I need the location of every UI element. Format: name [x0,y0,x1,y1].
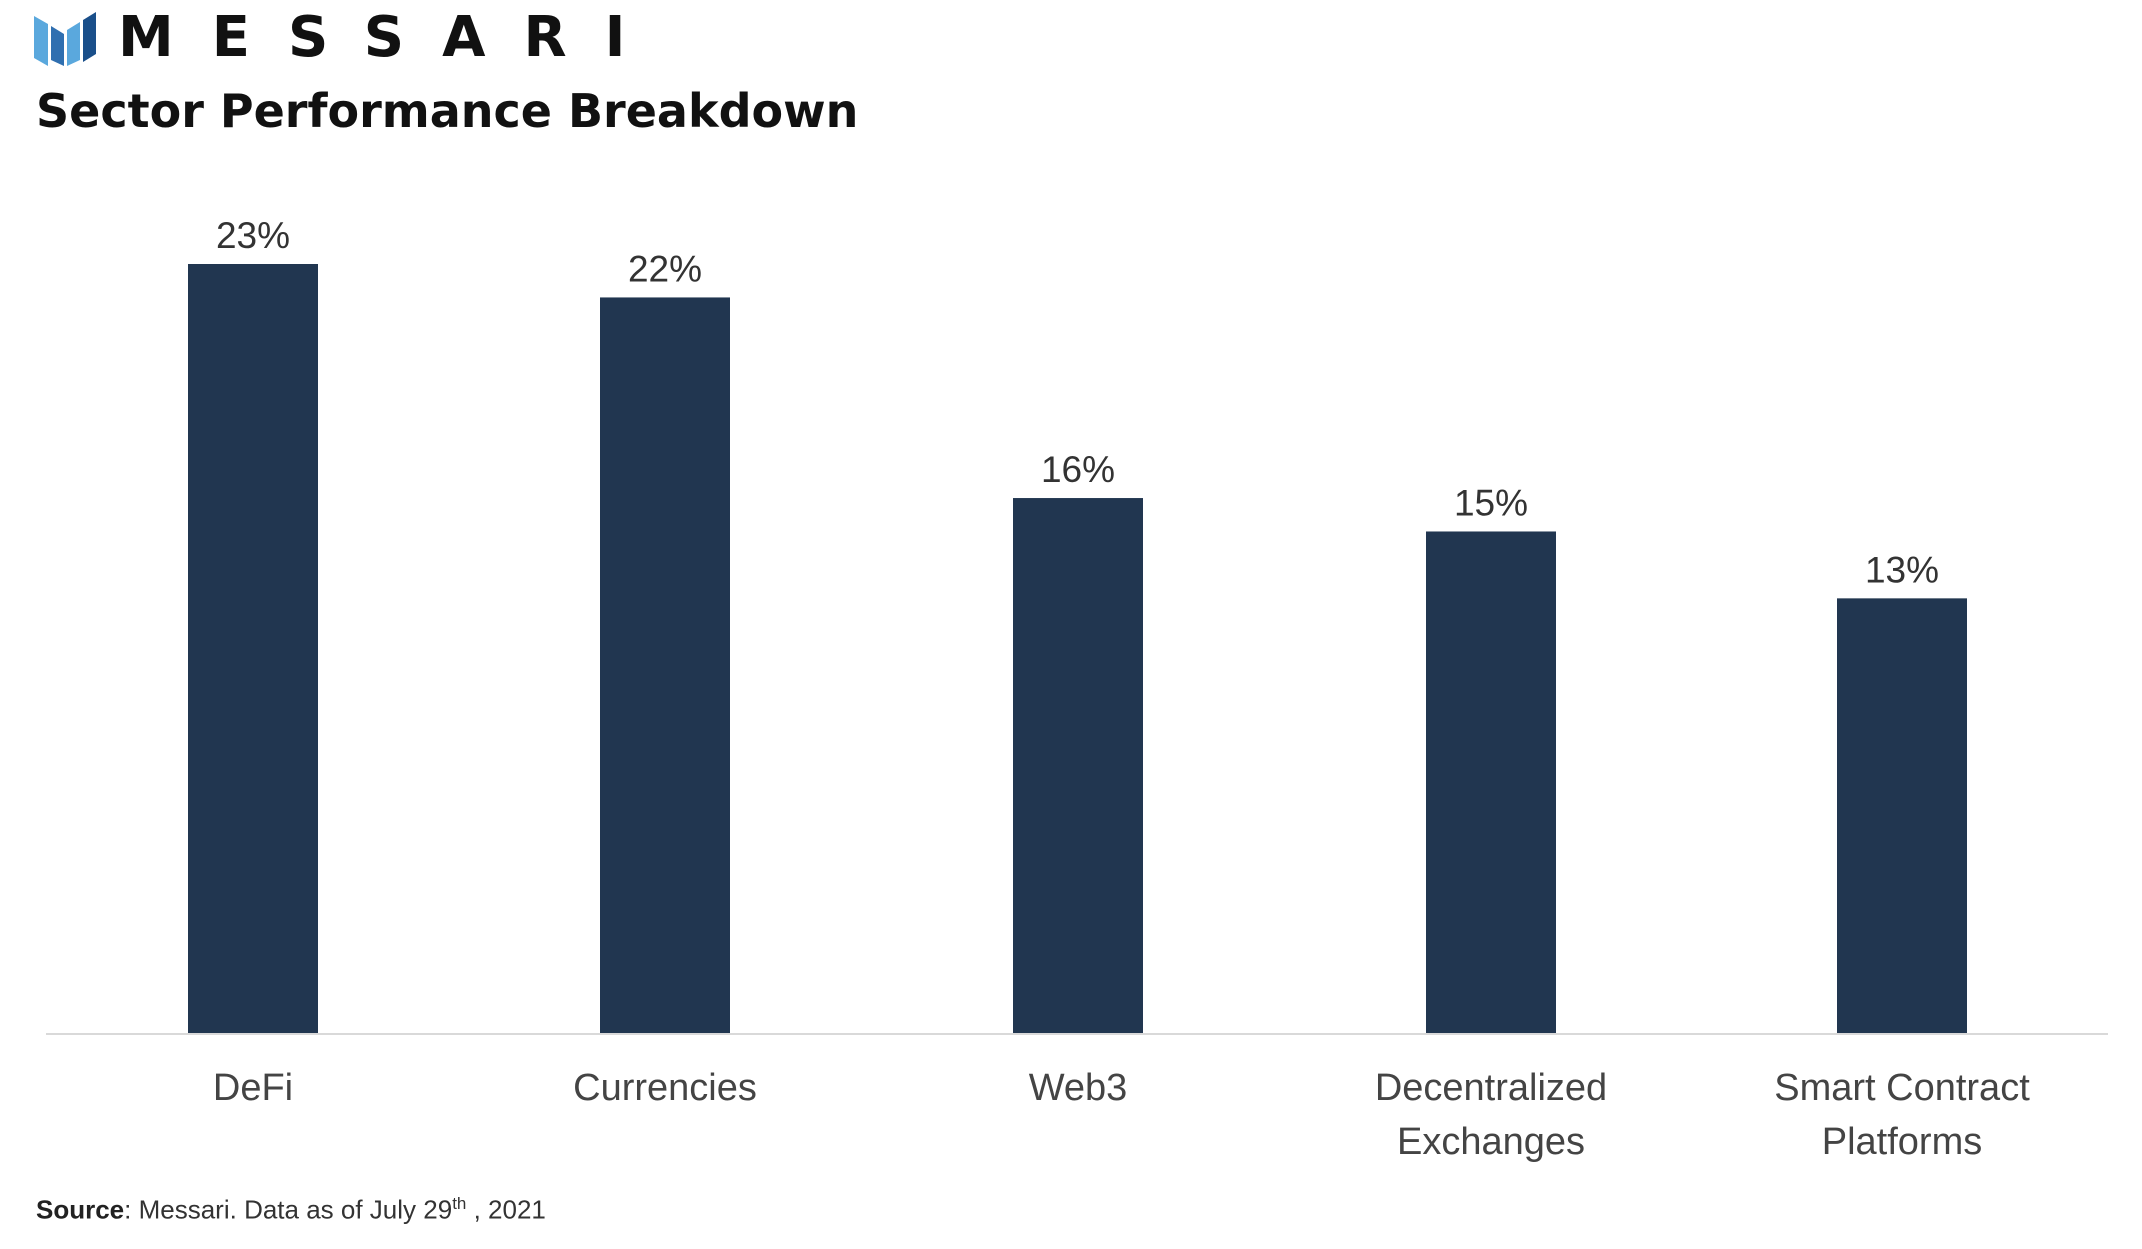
data-label: 16% [1041,449,1115,490]
category-label: Decentralized [1375,1067,1607,1109]
source-label: Source [36,1194,125,1225]
data-label: 22% [628,248,702,289]
brand-name: MESSARI [118,5,664,70]
bar [188,264,318,1033]
category-label: Currencies [573,1067,757,1109]
category-label: Platforms [1822,1121,1982,1163]
source-sup: th [452,1194,467,1213]
source-text: : Messari. Data as of July 29 [124,1194,453,1225]
source-note: Source: Messari. Data as of July 29th , … [36,1194,546,1226]
category-label: Web3 [1029,1067,1128,1109]
bar [1013,498,1143,1034]
messari-logo: MESSARI [34,8,663,68]
messari-m-icon [34,12,96,66]
bar [1426,531,1556,1033]
data-label: 15% [1454,482,1528,523]
category-label: DeFi [213,1067,293,1109]
bar [1837,598,1967,1033]
chart-title: Sector Performance Breakdown [36,84,859,138]
category-label: Exchanges [1397,1121,1585,1163]
data-label: 23% [216,215,290,256]
category-label: Smart Contract [1774,1067,2030,1109]
data-label: 13% [1865,549,1939,590]
bar [600,297,730,1033]
source-text-after: , 2021 [466,1194,546,1225]
